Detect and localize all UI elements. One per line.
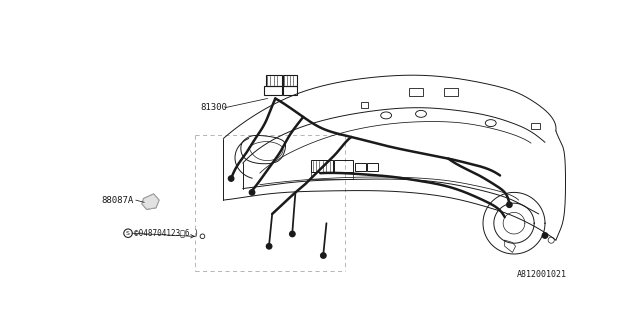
Bar — [266, 75, 282, 86]
Bar — [311, 172, 353, 179]
Circle shape — [542, 233, 548, 238]
Text: ©048704123⁦6 ): ©048704123⁦6 ) — [134, 229, 199, 238]
Bar — [444, 88, 458, 96]
Circle shape — [250, 190, 255, 195]
Bar — [334, 160, 353, 172]
Bar — [531, 123, 540, 129]
Bar — [264, 86, 282, 95]
Bar — [283, 86, 297, 95]
Circle shape — [321, 253, 326, 258]
Circle shape — [290, 231, 295, 237]
Circle shape — [507, 202, 512, 207]
Polygon shape — [142, 194, 159, 209]
Bar — [360, 101, 368, 108]
Bar — [355, 163, 366, 171]
Text: 81300: 81300 — [200, 103, 227, 112]
Circle shape — [228, 176, 234, 181]
Text: A812001021: A812001021 — [516, 270, 566, 279]
Text: S: S — [126, 231, 130, 236]
Bar — [367, 163, 378, 171]
Circle shape — [266, 244, 272, 249]
Bar — [283, 75, 297, 86]
Bar — [311, 160, 333, 172]
Text: 88087A: 88087A — [102, 196, 134, 204]
Bar — [410, 88, 423, 96]
